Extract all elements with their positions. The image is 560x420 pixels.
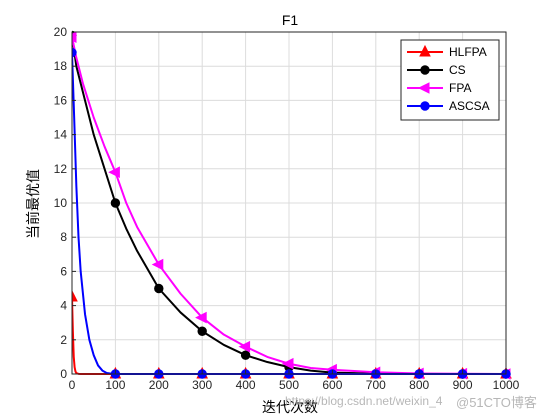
- y-axis-label: 当前最优值: [25, 169, 42, 239]
- y-tick-label: 4: [60, 299, 67, 313]
- series-point-cs: [110, 198, 121, 208]
- x-tick-label: 700: [366, 378, 386, 392]
- x-tick-label: 500: [279, 378, 299, 392]
- x-tick-label: 300: [192, 378, 212, 392]
- legend-label-cs: CS: [449, 63, 466, 77]
- y-tick-label: 14: [54, 128, 68, 142]
- y-tick-label: 0: [60, 367, 67, 381]
- y-tick-label: 18: [54, 59, 68, 73]
- legend-marker-fpa: [417, 82, 430, 94]
- legend-marker-ascsa: [420, 101, 430, 111]
- series-point-cs: [154, 283, 164, 294]
- series-point-fpa: [195, 311, 207, 324]
- legend-marker-cs: [420, 65, 430, 75]
- series-point-cs: [197, 326, 207, 336]
- x-tick-label: 0: [69, 378, 76, 392]
- legend-entry-hlfpa: HLFPA: [407, 44, 487, 59]
- tick-labels: 0 100 200 300 400 500 600 700 800 900 1000 0 2 4 6 8 10 1…: [54, 25, 520, 392]
- x-tick-label: 400: [236, 378, 256, 392]
- series-point-fpa: [238, 340, 251, 353]
- series-point-fpa: [108, 166, 120, 179]
- x-tick-label: 900: [453, 378, 473, 392]
- series-point-fpa: [151, 258, 164, 271]
- watermark-blog: @51CTO博客: [456, 395, 537, 410]
- y-tick-label: 10: [54, 196, 68, 210]
- y-tick-label: 6: [60, 264, 67, 278]
- legend: HLFPA CS FPA ASCSA: [400, 39, 500, 121]
- legend-entry-fpa: FPA: [407, 81, 471, 95]
- watermark-url: https://blog.csdn.net/weixin_4: [285, 394, 443, 408]
- x-tick-label: 600: [322, 378, 342, 392]
- x-tick-label: 100: [105, 378, 125, 392]
- legend-label-hlfpa: HLFPA: [449, 45, 487, 59]
- series-point-fpa: [72, 31, 77, 43]
- y-tick-label: 8: [60, 230, 67, 244]
- x-tick-label: 1000: [493, 378, 520, 392]
- series-point-fpa: [281, 357, 294, 370]
- y-tick-label: 12: [54, 162, 68, 176]
- legend-label-ascsa: ASCSA: [449, 99, 490, 113]
- x-axis-label: 迭代次数: [262, 400, 318, 416]
- y-tick-label: 2: [60, 333, 67, 347]
- legend-marker-hlfpa: [419, 44, 431, 57]
- series-point-cs: [240, 350, 251, 360]
- legend-entry-ascsa: ASCSA: [407, 99, 490, 113]
- x-tick-label: 800: [409, 378, 429, 392]
- chart-title: F1: [282, 12, 299, 28]
- series-point-hlfpa: [72, 289, 78, 302]
- legend-entry-cs: CS: [407, 63, 466, 77]
- x-tick-label: 200: [149, 378, 169, 392]
- y-tick-label: 20: [54, 25, 68, 39]
- legend-label-fpa: FPA: [449, 81, 471, 95]
- y-tick-label: 16: [54, 93, 68, 107]
